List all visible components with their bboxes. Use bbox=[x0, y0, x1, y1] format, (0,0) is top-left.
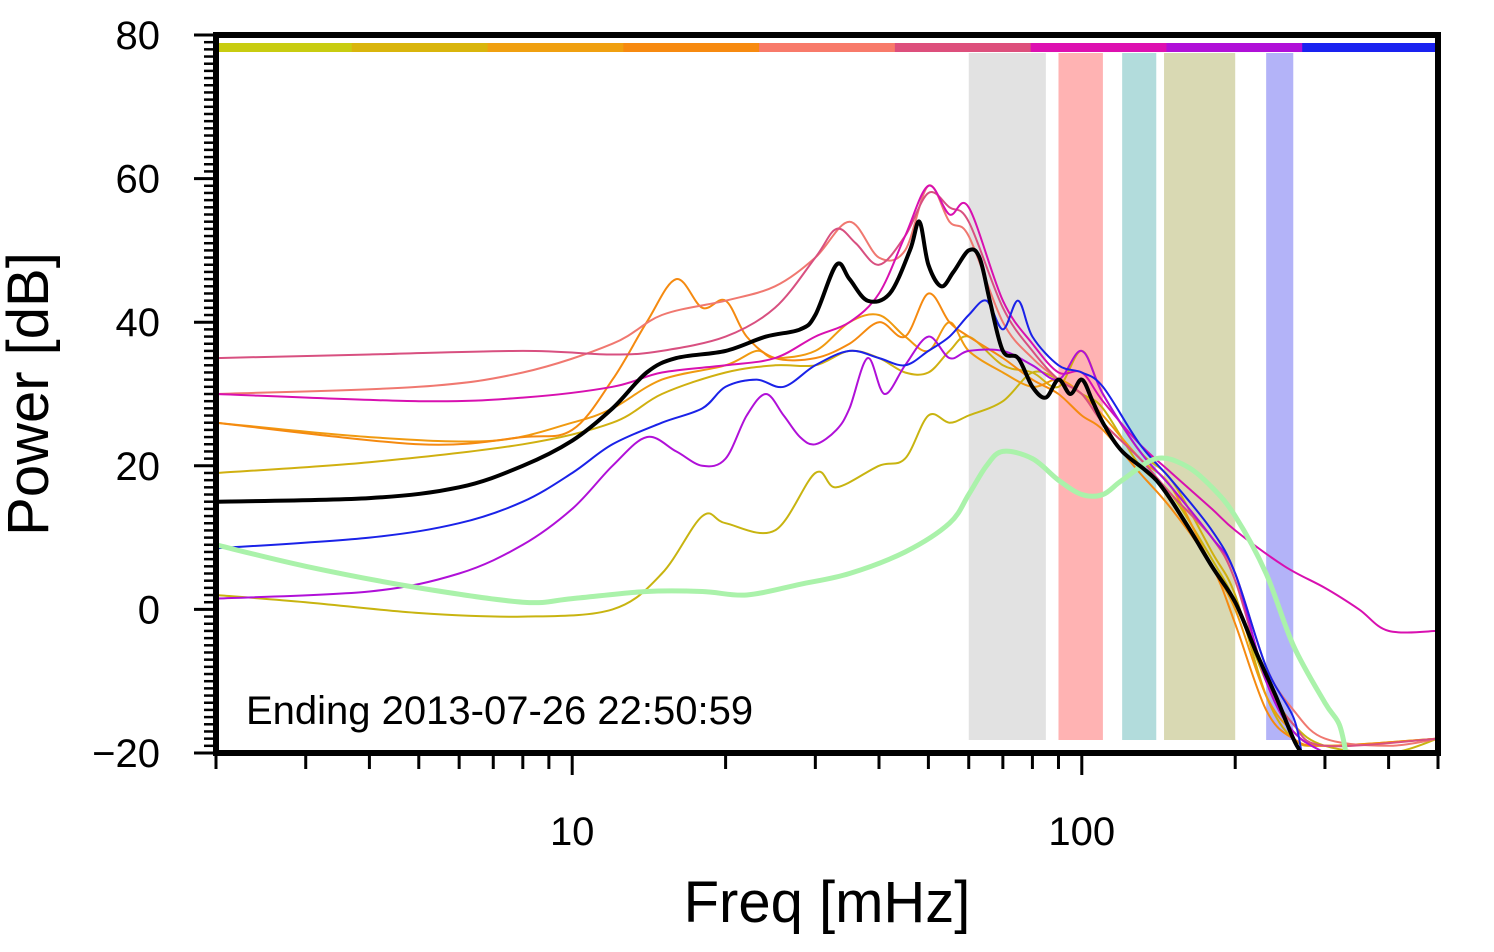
color-bar-segment-1 bbox=[351, 43, 489, 52]
series-line-7 bbox=[216, 335, 1326, 753]
axis-ticks: 10 100 −20 0 20 40 60 80 bbox=[92, 14, 1115, 854]
y-axis-title: Power [dB] bbox=[0, 252, 61, 536]
color-bar-segment-4 bbox=[759, 43, 896, 52]
color-bar-segment-8 bbox=[1302, 43, 1439, 52]
color-bar-segment-7 bbox=[1166, 43, 1303, 52]
series-line-6 bbox=[216, 184, 1438, 634]
band-1 bbox=[1058, 53, 1103, 740]
band-2 bbox=[1122, 53, 1157, 740]
frequency-bands bbox=[968, 53, 1294, 740]
series-lines bbox=[216, 184, 1438, 753]
y-tick-label: 40 bbox=[116, 301, 161, 345]
series-line-1 bbox=[216, 335, 1438, 747]
x-axis-title: Freq [mHz] bbox=[684, 870, 971, 935]
plot-frame bbox=[213, 32, 1441, 756]
series-line-8 bbox=[216, 299, 1303, 753]
series-line-9 bbox=[216, 448, 1349, 753]
series-line-3 bbox=[216, 278, 1438, 747]
x-tick-label: 100 bbox=[1048, 810, 1115, 854]
series-line-10 bbox=[216, 219, 1304, 753]
y-tick-label: 20 bbox=[116, 445, 161, 489]
color-bar-segment-0 bbox=[216, 43, 353, 52]
color-bar-segment-3 bbox=[623, 43, 760, 52]
y-tick-label: −20 bbox=[92, 732, 160, 776]
color-bar-segment-6 bbox=[1030, 43, 1167, 52]
series-line-5 bbox=[216, 191, 1438, 748]
y-tick-label: 0 bbox=[138, 588, 160, 632]
band-3 bbox=[1164, 53, 1236, 740]
y-tick-label: 60 bbox=[116, 158, 161, 202]
y-tick-label: 80 bbox=[116, 14, 161, 58]
x-tick-label: 10 bbox=[550, 810, 595, 854]
color-bar-segment-2 bbox=[487, 43, 624, 52]
ending-annotation: Ending 2013-07-26 22:50:59 bbox=[246, 689, 753, 733]
color-bar-segment-5 bbox=[894, 43, 1032, 52]
band-4 bbox=[1266, 53, 1294, 740]
top-color-bar bbox=[216, 43, 1439, 52]
